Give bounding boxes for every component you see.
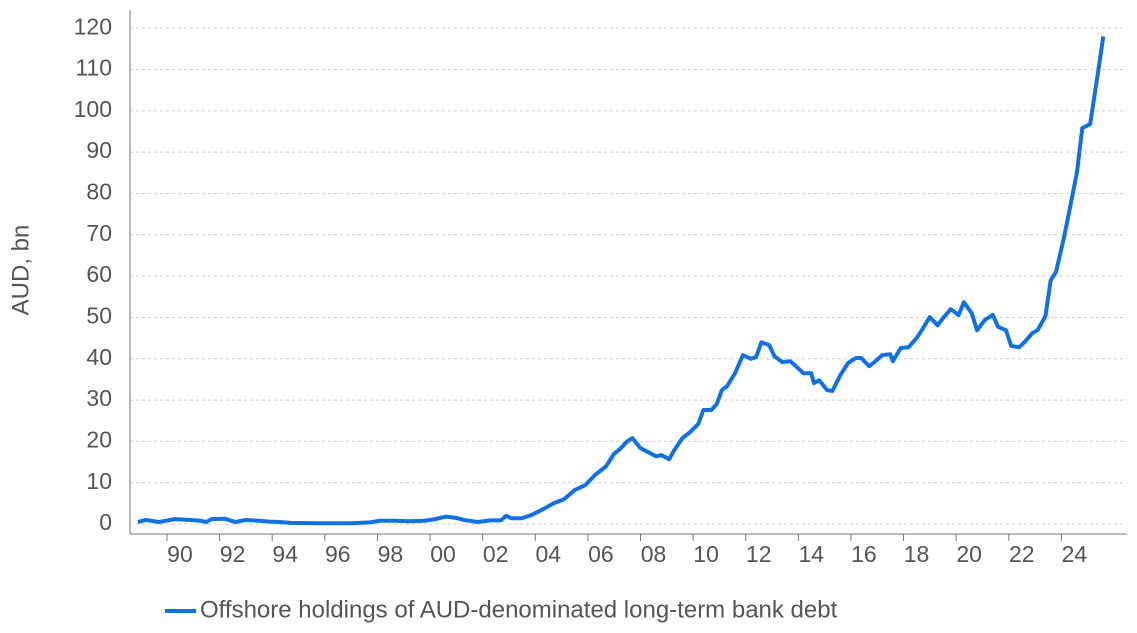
y-tick-label: 90: [86, 137, 112, 163]
y-tick-label: 0: [99, 509, 112, 535]
x-tick-label: 18: [904, 541, 930, 567]
x-tick-label: 02: [483, 541, 509, 567]
y-tick-label: 110: [75, 55, 112, 81]
y-tick-label: 50: [86, 303, 112, 329]
x-tick-label: 90: [167, 541, 193, 567]
x-tick-label: 08: [641, 541, 667, 567]
y-tick-label: 80: [86, 179, 112, 205]
x-tick-label: 16: [851, 541, 877, 567]
y-tick-label: 10: [86, 468, 112, 494]
y-tick-label: 60: [86, 261, 112, 287]
y-tick-label: 120: [74, 13, 112, 39]
x-tick-label: 24: [1062, 541, 1088, 567]
x-tick-label: 22: [1009, 541, 1035, 567]
x-tick-label: 92: [220, 541, 246, 567]
x-tick-label: 98: [378, 541, 404, 567]
x-tick-label: 96: [325, 541, 351, 567]
x-tick-label: 10: [693, 541, 719, 567]
y-tick-label: 100: [74, 96, 112, 122]
legend-label: Offshore holdings of AUD-denominated lon…: [200, 596, 838, 623]
x-tick-label: 06: [588, 541, 614, 567]
x-tick-label: 20: [956, 541, 982, 567]
y-axis-label: AUD, bn: [7, 225, 34, 316]
y-tick-label: 70: [86, 220, 112, 246]
x-tick-label: 04: [535, 541, 561, 567]
y-tick-label: 40: [86, 344, 112, 370]
y-tick-label: 30: [86, 385, 112, 411]
line: [137, 36, 1106, 526]
x-tick-label: 14: [799, 541, 825, 567]
y-tick-label: 20: [86, 427, 112, 453]
x-tick-label: 94: [272, 541, 298, 567]
x-tick-label: 12: [746, 541, 772, 567]
x-tick-label: 00: [430, 541, 456, 567]
